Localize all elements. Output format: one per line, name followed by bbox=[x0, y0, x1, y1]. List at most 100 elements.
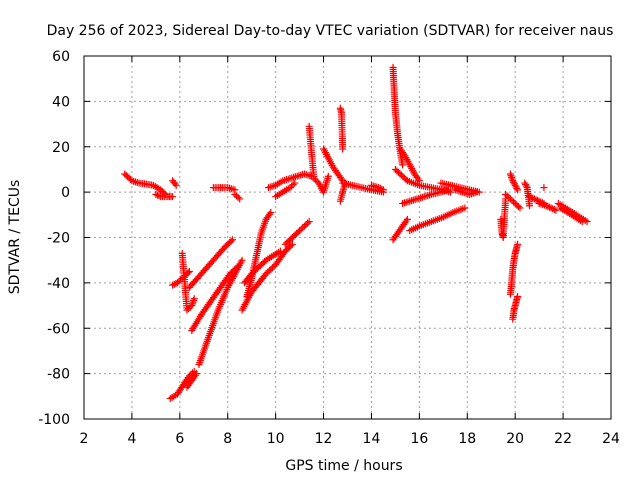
data-point bbox=[514, 240, 522, 248]
data-point bbox=[169, 281, 177, 289]
data-point bbox=[155, 192, 163, 200]
series-arc-05 bbox=[178, 249, 198, 314]
y-tick-label: -40 bbox=[47, 276, 70, 292]
data-point bbox=[231, 190, 239, 198]
x-tick-label: 20 bbox=[506, 431, 524, 447]
data-point bbox=[191, 371, 199, 379]
series-arc-26 bbox=[396, 145, 423, 185]
data-point bbox=[267, 265, 275, 273]
data-point bbox=[526, 193, 534, 201]
data-point bbox=[233, 192, 241, 200]
data-point bbox=[527, 193, 535, 201]
data-point bbox=[185, 372, 193, 380]
data-point bbox=[185, 305, 193, 313]
series-arc-12 bbox=[231, 190, 244, 203]
x-tick-label: 12 bbox=[315, 431, 333, 447]
data-point bbox=[509, 177, 517, 185]
data-point bbox=[508, 196, 516, 204]
data-point bbox=[473, 188, 481, 196]
series-arc-21 bbox=[336, 104, 347, 153]
data-point bbox=[540, 184, 548, 192]
series-arc-32 bbox=[451, 186, 481, 198]
series-arc-36 bbox=[506, 240, 522, 298]
data-point bbox=[236, 195, 244, 203]
data-point bbox=[546, 203, 554, 211]
chart-title: Day 256 of 2023, Sidereal Day-to-day VTE… bbox=[47, 23, 614, 39]
series-arc-10 bbox=[195, 256, 246, 369]
data-point bbox=[324, 172, 332, 180]
series-arc-16 bbox=[281, 218, 313, 248]
data-point bbox=[172, 181, 180, 189]
data-point bbox=[267, 209, 275, 217]
series-arc-13 bbox=[238, 240, 296, 314]
data-point bbox=[510, 198, 518, 206]
data-point bbox=[526, 202, 534, 210]
data-point bbox=[502, 190, 510, 198]
data-point bbox=[530, 195, 538, 203]
data-point bbox=[403, 215, 411, 223]
data-point bbox=[513, 201, 521, 209]
data-point bbox=[514, 292, 522, 300]
data-point bbox=[505, 193, 513, 201]
series-arc-24 bbox=[367, 181, 387, 194]
data-point bbox=[513, 184, 521, 192]
y-tick-label: -60 bbox=[47, 321, 70, 337]
x-tick-label: 14 bbox=[363, 431, 381, 447]
series-arc-03 bbox=[169, 177, 180, 189]
data-point bbox=[265, 267, 273, 275]
series-arc-01 bbox=[121, 170, 169, 198]
data-point bbox=[414, 175, 422, 183]
data-point bbox=[402, 217, 410, 225]
data-point bbox=[268, 264, 276, 272]
y-tick-label: -80 bbox=[47, 367, 70, 383]
data-point bbox=[170, 280, 178, 288]
data-point bbox=[511, 181, 519, 189]
x-tick-label: 22 bbox=[554, 431, 572, 447]
series-arc-07 bbox=[166, 367, 198, 403]
data-point bbox=[310, 175, 318, 183]
data-point bbox=[578, 218, 586, 226]
data-point bbox=[152, 190, 160, 198]
series-arc-19 bbox=[305, 122, 332, 196]
data-point bbox=[238, 256, 246, 264]
series-arc-33 bbox=[497, 195, 510, 241]
data-point bbox=[544, 202, 552, 210]
data-point bbox=[266, 210, 274, 218]
series-arc-27 bbox=[389, 215, 411, 244]
data-point bbox=[399, 161, 407, 169]
data-point bbox=[510, 180, 518, 188]
data-point bbox=[300, 222, 308, 230]
data-point bbox=[461, 204, 469, 212]
x-axis-label: GPS time / hours bbox=[285, 458, 402, 474]
data-point bbox=[297, 225, 305, 233]
data-point bbox=[511, 199, 519, 207]
data-point bbox=[173, 279, 181, 287]
x-tick-label: 24 bbox=[602, 431, 620, 447]
grid-lines bbox=[84, 56, 611, 419]
data-point bbox=[227, 237, 235, 245]
series-arc-17 bbox=[264, 170, 316, 192]
data-point bbox=[379, 186, 387, 194]
data-point bbox=[296, 227, 304, 235]
y-tick-label: 40 bbox=[52, 94, 70, 110]
data-point bbox=[171, 180, 179, 188]
plot-frame bbox=[83, 55, 612, 420]
y-tick-label: 60 bbox=[52, 49, 70, 65]
data-point bbox=[522, 182, 530, 190]
data-point bbox=[153, 191, 161, 199]
data-point bbox=[299, 224, 307, 232]
data-point bbox=[338, 175, 346, 183]
data-point bbox=[229, 236, 237, 244]
x-tick-label: 2 bbox=[80, 431, 89, 447]
series-arc-18 bbox=[272, 179, 299, 201]
data-point bbox=[400, 150, 408, 158]
data-point bbox=[521, 179, 529, 187]
series-arc-29 bbox=[399, 186, 452, 207]
x-tick-label: 6 bbox=[175, 431, 184, 447]
x-tick-label: 8 bbox=[223, 431, 232, 447]
data-point bbox=[157, 186, 165, 194]
series-arc-08 bbox=[183, 370, 201, 391]
data-point bbox=[549, 205, 557, 213]
data-point bbox=[234, 193, 242, 201]
